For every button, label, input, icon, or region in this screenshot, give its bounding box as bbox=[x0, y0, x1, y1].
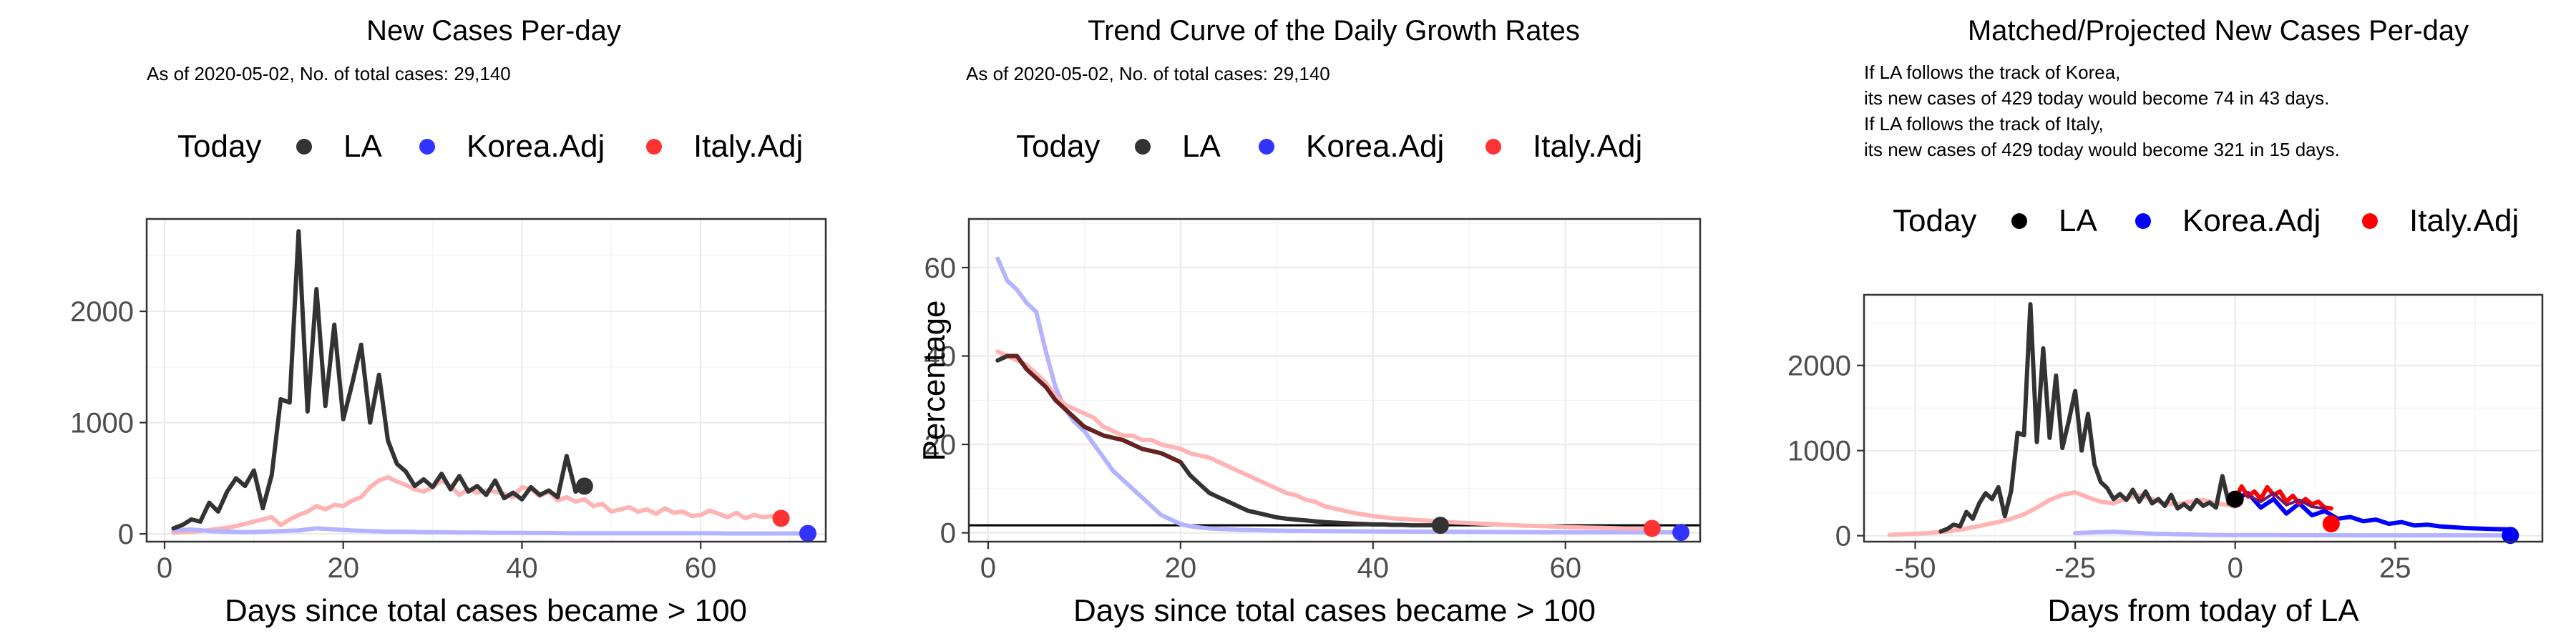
panel-growth-rates: Trend Curve of the Daily Growth Rates As… bbox=[917, 15, 1702, 628]
series-line-italy-adj-projected-la bbox=[2233, 484, 2333, 511]
legend: Today LA Korea.Adj Italy.Adj bbox=[1016, 129, 1642, 164]
chart-title: Trend Curve of the Daily Growth Rates bbox=[1088, 15, 1580, 47]
legend-label-korea: Korea.Adj bbox=[1306, 129, 1444, 164]
y-tick-label: 0 bbox=[940, 518, 956, 550]
today-points bbox=[1431, 517, 1690, 542]
y-tick-label: 1000 bbox=[70, 408, 134, 439]
projection-note-2: its new cases of 429 today would become … bbox=[1864, 87, 2329, 109]
legend-label-korea: Korea.Adj bbox=[467, 129, 605, 164]
series-line-la bbox=[171, 229, 587, 531]
legend-key-korea bbox=[2135, 213, 2151, 229]
today-point-italy-adj bbox=[1643, 519, 1661, 537]
legend-label-italy: Italy.Adj bbox=[2409, 203, 2519, 238]
chart-title: Matched/Projected New Cases Per-day bbox=[1968, 15, 2469, 47]
y-tick-label: 60 bbox=[924, 253, 957, 284]
legend-key-korea bbox=[1259, 139, 1274, 155]
panel-new-cases: New Cases Per-day As of 2020-05-02, No. … bbox=[70, 15, 827, 628]
chart-subtitle: As of 2020-05-02, No. of total cases: 29… bbox=[966, 63, 1330, 84]
x-tick-label: -50 bbox=[1895, 552, 1936, 584]
today-point-korea-adj bbox=[799, 525, 817, 542]
chart-title: New Cases Per-day bbox=[366, 15, 621, 47]
legend-label-la: LA bbox=[1182, 129, 1221, 164]
y-axis-title: Percentage bbox=[917, 300, 952, 461]
x-tick-label: 25 bbox=[2379, 552, 2411, 584]
series-line-italy-adj bbox=[171, 474, 784, 535]
legend-key-la bbox=[296, 139, 312, 155]
legend-label-italy: Italy.Adj bbox=[693, 129, 803, 164]
series-line-korea-adj bbox=[171, 526, 810, 536]
today-point-italy-adj bbox=[772, 509, 790, 527]
plot-border bbox=[967, 218, 1702, 543]
series-line-la bbox=[1938, 302, 2238, 534]
series-line-korea-adj-history bbox=[2073, 530, 2238, 537]
legend-key-italy bbox=[646, 139, 662, 155]
today-point-korea-adj bbox=[2502, 527, 2519, 545]
legend-label-italy: Italy.Adj bbox=[1533, 129, 1642, 164]
today-points bbox=[2226, 490, 2519, 545]
x-tick-label: 40 bbox=[506, 552, 538, 584]
chart-subtitle: As of 2020-05-02, No. of total cases: 29… bbox=[147, 63, 511, 84]
legend-key-korea bbox=[419, 139, 435, 155]
series-line-la-matched bbox=[1005, 354, 1182, 464]
x-tick-label: 40 bbox=[1357, 552, 1390, 584]
series-line-korea-adj-projected-la bbox=[2233, 491, 2513, 532]
grid bbox=[969, 219, 1700, 542]
series-line-italy-adj bbox=[995, 349, 1654, 531]
axis-ticks: 0 20 40 60 0 20 40 60 bbox=[924, 253, 1581, 584]
legend-title: Today bbox=[177, 129, 261, 164]
x-tick-label: 0 bbox=[157, 552, 172, 584]
legend: Today LA Korea.Adj Italy.Adj bbox=[1893, 203, 2519, 238]
legend-key-la bbox=[2011, 213, 2027, 229]
x-tick-label: 20 bbox=[1165, 552, 1197, 584]
y-tick-label: 1000 bbox=[1787, 436, 1851, 467]
legend: Today LA Korea.Adj Italy.Adj bbox=[177, 129, 803, 164]
today-points bbox=[575, 477, 817, 542]
legend-label-korea: Korea.Adj bbox=[2182, 203, 2321, 238]
series-line-korea-adj-projected bbox=[2233, 532, 2513, 538]
series-line-korea-adj bbox=[995, 256, 1684, 535]
projection-note-3: If LA follows the track of Italy, bbox=[1864, 113, 2104, 135]
today-point-la bbox=[1431, 517, 1449, 535]
today-point-la bbox=[575, 477, 593, 495]
legend-label-la: LA bbox=[343, 129, 382, 164]
today-point-italy-adj bbox=[2322, 515, 2340, 533]
series-layer bbox=[969, 256, 1700, 535]
x-tick-label: 0 bbox=[2228, 552, 2243, 584]
series-layer bbox=[1887, 302, 2513, 538]
legend-label-la: LA bbox=[2059, 203, 2097, 238]
y-tick-label: 2000 bbox=[70, 296, 134, 328]
axis-ticks: -50 -25 0 25 0 1000 2000 bbox=[1787, 351, 2411, 584]
x-tick-label: 60 bbox=[685, 552, 717, 584]
legend-key-italy bbox=[2362, 213, 2378, 229]
series-line-italy-adj-history bbox=[1887, 490, 2238, 537]
today-point-korea-adj bbox=[1672, 524, 1690, 542]
series-layer bbox=[171, 229, 810, 536]
legend-key-la bbox=[1135, 139, 1151, 155]
x-tick-label: 20 bbox=[327, 552, 359, 584]
today-point-la bbox=[2226, 490, 2244, 508]
x-axis-title: Days since total cases became > 100 bbox=[225, 593, 747, 628]
plot-border bbox=[145, 218, 827, 543]
x-axis-title: Days from today of LA bbox=[2047, 593, 2359, 628]
x-tick-label: -25 bbox=[2054, 552, 2096, 584]
legend-title: Today bbox=[1016, 129, 1100, 164]
axis-ticks: 0 20 40 60 0 1000 2000 bbox=[70, 296, 716, 584]
y-tick-label: 40 bbox=[924, 341, 957, 373]
y-tick-label: 0 bbox=[118, 519, 134, 550]
y-tick-label: 2000 bbox=[1787, 351, 1851, 382]
legend-key-italy bbox=[1485, 139, 1501, 155]
x-tick-label: 60 bbox=[1549, 552, 1581, 584]
projection-note-4: its new cases of 429 today would become … bbox=[1864, 139, 2340, 160]
projection-note-1: If LA follows the track of Korea, bbox=[1864, 62, 2120, 83]
plot-border bbox=[1863, 293, 2544, 543]
panel-projected-cases: Matched/Projected New Cases Per-day If L… bbox=[1787, 15, 2544, 628]
legend-title: Today bbox=[1893, 203, 1976, 238]
series-line-la bbox=[995, 353, 1443, 528]
x-axis-title: Days since total cases became > 100 bbox=[1073, 593, 1596, 628]
x-tick-label: 0 bbox=[980, 552, 996, 584]
y-tick-label: 0 bbox=[1835, 521, 1851, 552]
y-tick-label: 20 bbox=[924, 429, 957, 461]
series-line-overlap bbox=[2246, 492, 2326, 510]
